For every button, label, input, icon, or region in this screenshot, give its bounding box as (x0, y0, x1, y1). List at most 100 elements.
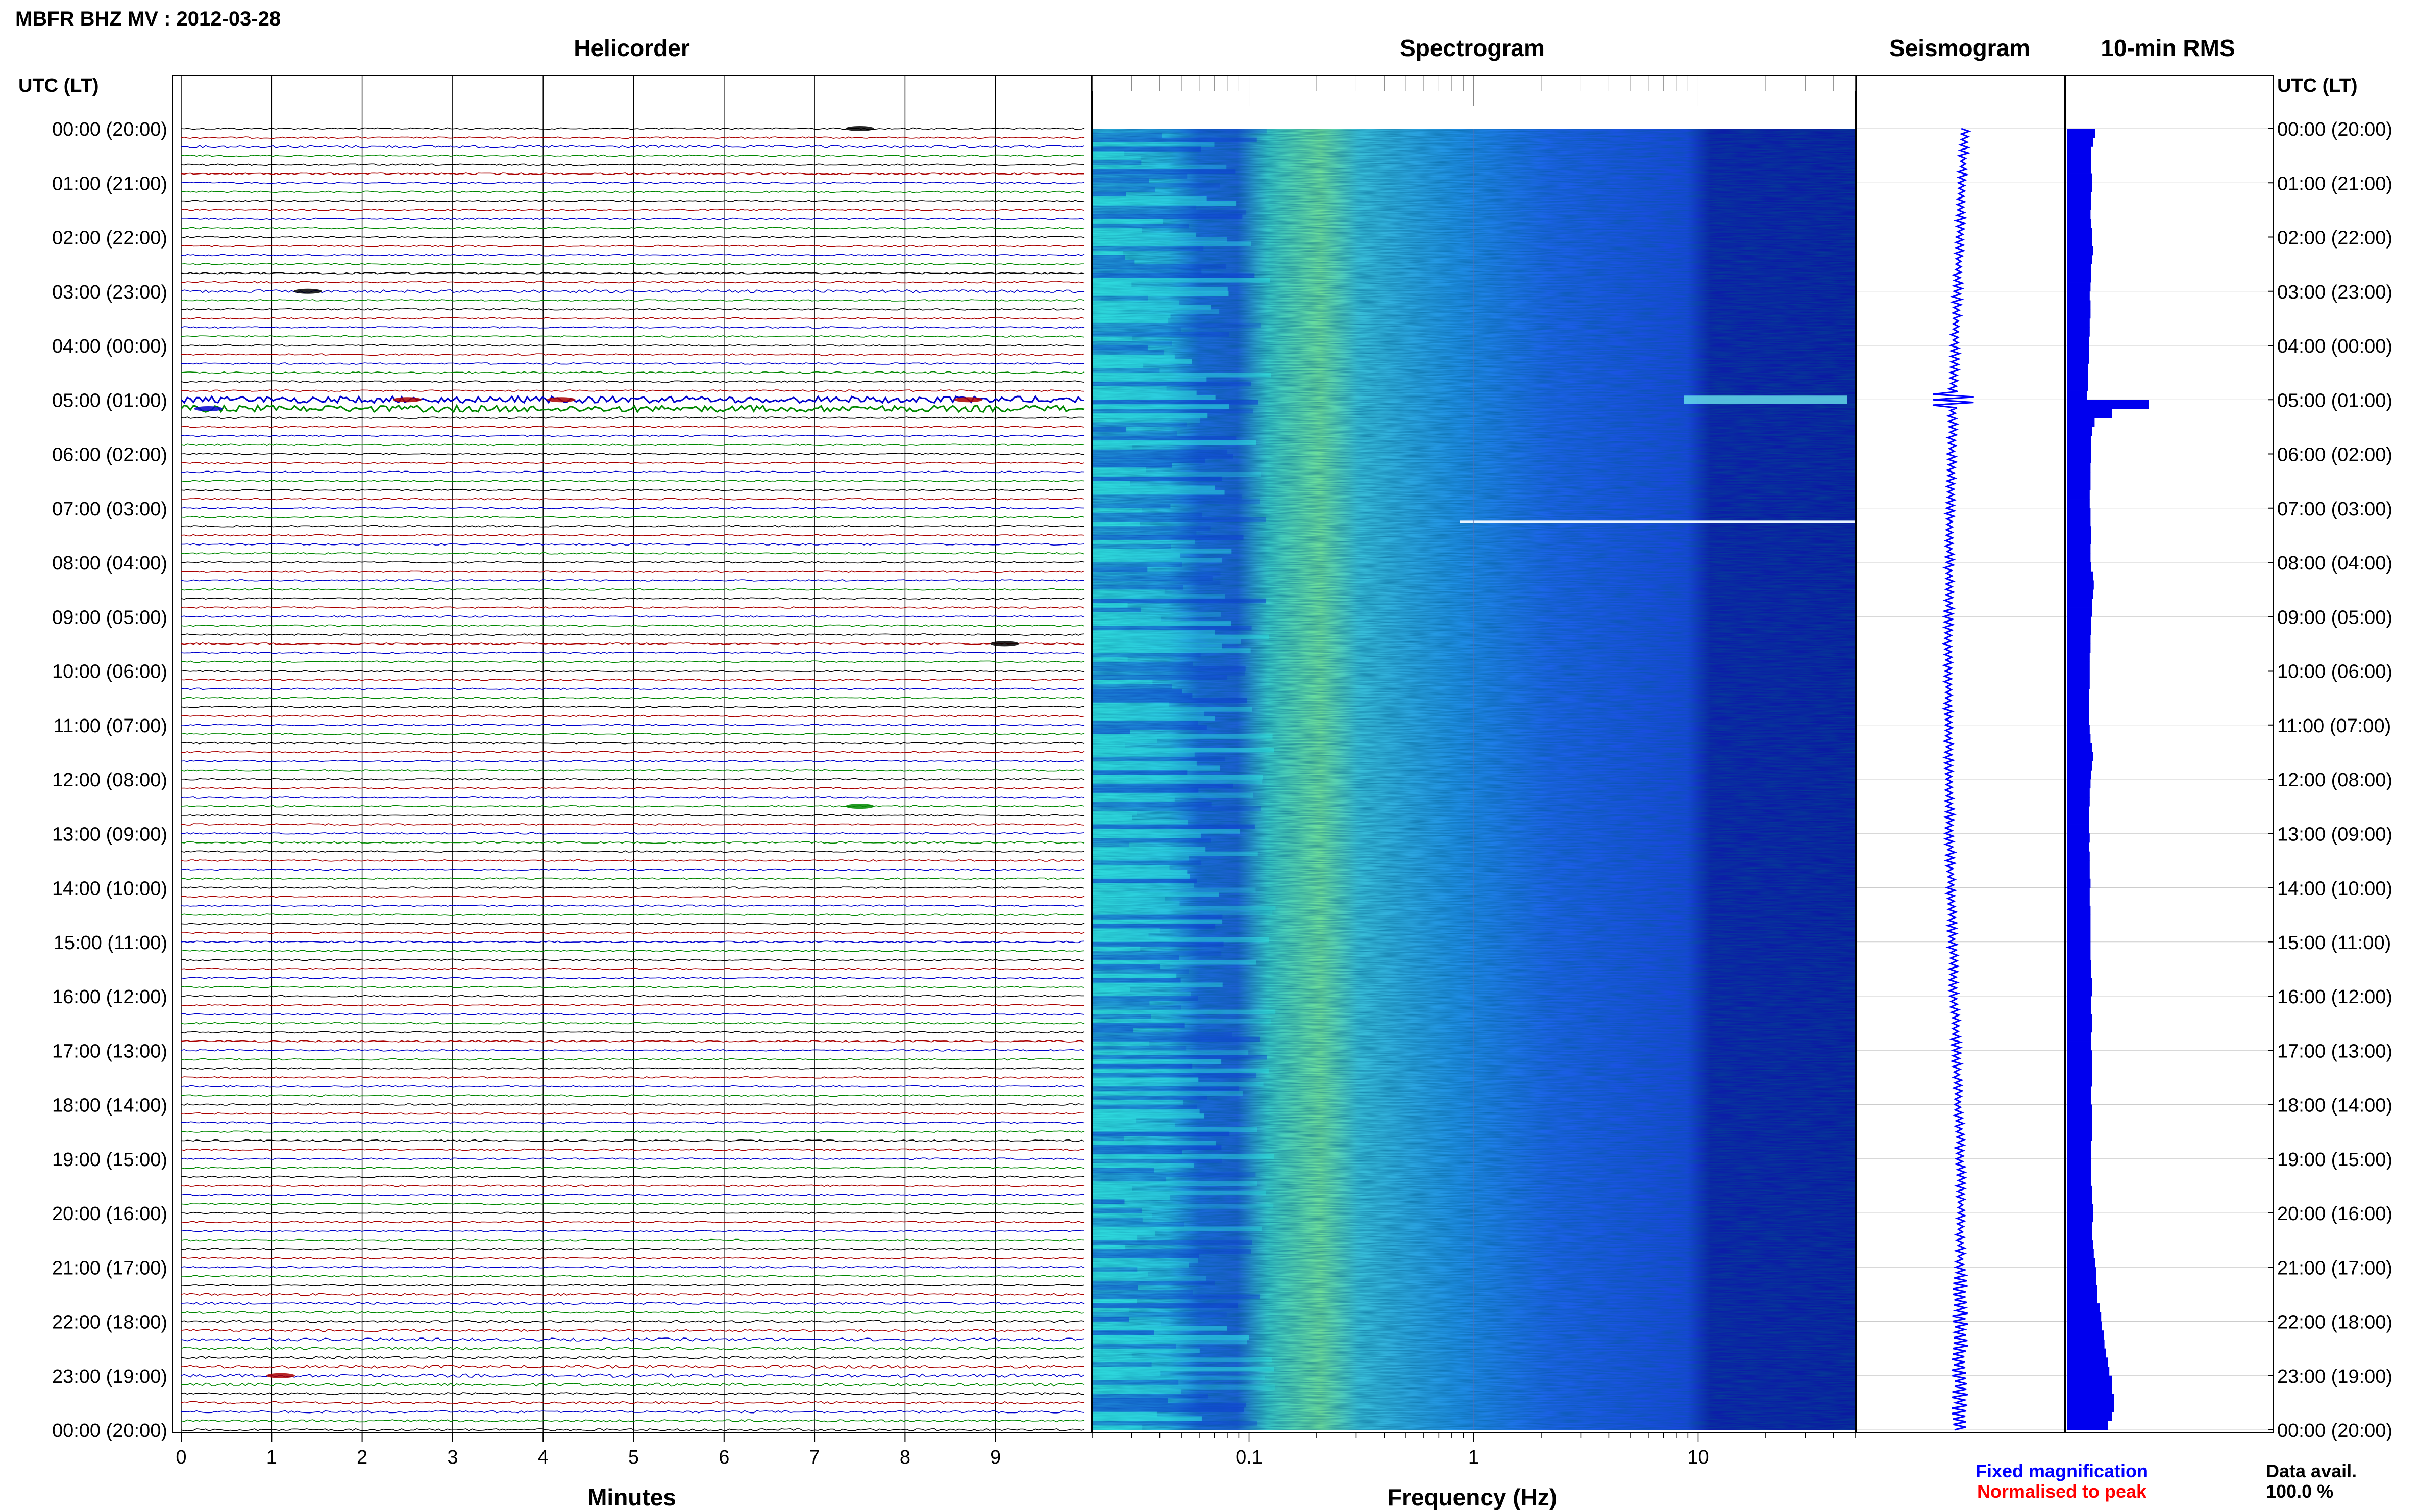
rms-bar (2067, 1294, 2097, 1304)
helicorder-trace (181, 1373, 1085, 1378)
helicorder-trace (181, 163, 1085, 166)
helicorder-trace (181, 1202, 1085, 1205)
spectrogram-stripe (1092, 698, 1247, 703)
time-tick-label-right: 13:00 (09:00) (2277, 824, 2392, 845)
spectrogram-stripe (1092, 476, 1222, 482)
helicorder-trace (180, 404, 1085, 413)
spectrogram-stripe (1092, 251, 1123, 256)
helicorder-trace (181, 1103, 1085, 1106)
spectrogram-stripe (1092, 675, 1228, 680)
helicorder-trace (181, 1275, 1085, 1278)
spectrogram-stripe (1092, 1213, 1152, 1218)
spectrogram-stripe (1092, 824, 1255, 829)
rms-bar (2067, 688, 2089, 699)
legend-normalised-to-peak: Normalised to peak (1977, 1481, 2147, 1502)
spectrogram-stripe (1092, 1050, 1249, 1055)
spectrogram-stripe (1092, 960, 1256, 965)
spectrogram-stripe (1092, 901, 1180, 906)
spectrogram-stripe (1092, 137, 1257, 143)
helicorder-trace (181, 1148, 1085, 1151)
spectrogram-stripe (1092, 191, 1126, 197)
time-tick-label-left: 07:00 (03:00) (52, 499, 167, 520)
rms-bar (2067, 1222, 2092, 1231)
rms-bar (2067, 1168, 2091, 1177)
helicorder-trace (181, 353, 1085, 356)
time-tick-label-right: 19:00 (15:00) (2277, 1149, 2392, 1171)
spectrogram-stripe (1092, 810, 1137, 816)
helicorder-trace (181, 1401, 1085, 1405)
spectrogram-stripe (1092, 756, 1225, 762)
spectrogram-stripe (1092, 1077, 1199, 1082)
spectrogram-stripe (1092, 1321, 1161, 1326)
helicorder-trace (181, 724, 1085, 727)
rms-bar (2067, 535, 2091, 544)
spectrogram-stripe (1092, 576, 1213, 581)
helicorder-trace (181, 904, 1085, 907)
rms-bar (2067, 210, 2091, 219)
helicorder-trace (181, 588, 1085, 591)
spectrogram-stripe (1092, 1217, 1143, 1223)
helicorder-trace (181, 344, 1085, 347)
rms-bar (2067, 427, 2092, 436)
spectrogram-stripe (1092, 1348, 1200, 1353)
spectrogram-stripe (1092, 748, 1274, 753)
spectrogram-stripe (1092, 1357, 1272, 1362)
helicorder-title: Helicorder (574, 35, 690, 61)
time-tick-label-right: 15:00 (11:00) (2277, 932, 2391, 954)
helicorder-trace (181, 1302, 1085, 1305)
rms-bar (2067, 752, 2093, 761)
spectrogram-title: Spectrogram (1400, 35, 1545, 61)
spectrogram-stripe (1092, 1335, 1249, 1340)
spectrogram-stripe (1092, 1055, 1267, 1060)
helicorder-trace (181, 958, 1085, 961)
spectrogram-stripe (1092, 336, 1132, 341)
spectrogram-stripe (1092, 1307, 1130, 1313)
spectrogram-stripe (1092, 1258, 1198, 1263)
spectrogram-stripe (1092, 1235, 1138, 1241)
spectrogram-stripe (1092, 1371, 1161, 1376)
helicorder-trace (181, 561, 1085, 564)
helicorder-trace (181, 488, 1085, 491)
helicorder-trace (181, 1266, 1085, 1269)
spectrogram-stripe (1092, 653, 1201, 658)
spectrogram-stripe (1092, 368, 1160, 373)
spectrogram-stripe (1092, 1046, 1187, 1051)
spectrogram-stripe (1092, 1299, 1137, 1304)
rms-bar (2067, 191, 2091, 202)
spectrogram-stripe (1092, 1019, 1271, 1024)
rms-bar (2067, 363, 2088, 373)
time-tick-label-right: 14:00 (10:00) (2277, 878, 2392, 900)
rms-bar (2067, 400, 2149, 409)
spectrogram-stripe (1092, 1199, 1125, 1204)
rms-bar (2067, 1095, 2091, 1105)
spectrogram-stripe (1092, 752, 1195, 757)
spectrogram-stripe (1092, 1005, 1181, 1010)
spectrogram-stripe (1092, 381, 1251, 387)
spectrogram-stripe (1092, 1136, 1124, 1141)
helicorder-trace (181, 606, 1085, 609)
helicorder-trace (181, 1058, 1085, 1061)
rms-bar (2067, 1303, 2100, 1313)
helicorder-event (547, 397, 576, 403)
time-tick-label-right: 16:00 (12:00) (2277, 986, 2392, 1008)
spectrogram-stripe (1092, 969, 1189, 974)
spectrogram-stripe (1092, 874, 1190, 879)
helicorder-trace (180, 395, 1085, 404)
rms-bar (2067, 219, 2091, 229)
helicorder-trace (181, 1040, 1085, 1043)
helicorder-trace (181, 922, 1085, 925)
spectrogram-stripe (1092, 481, 1131, 486)
rms-bar (2067, 1086, 2091, 1096)
spectrogram-stripe (1092, 440, 1256, 445)
spectrogram-stripe (1092, 246, 1204, 251)
helicorder-trace (181, 751, 1085, 754)
helicorder-trace (181, 1229, 1085, 1232)
spectrogram-stripe (1092, 1168, 1154, 1173)
spectrogram-stripe (1092, 286, 1228, 292)
rms-bar (2067, 987, 2092, 997)
spectrogram-stripe (1092, 788, 1199, 794)
spectrogram-stripe (1092, 743, 1125, 748)
helicorder-trace (181, 1184, 1085, 1187)
rms-bar (2067, 1240, 2093, 1250)
rms-bar (2067, 933, 2091, 943)
